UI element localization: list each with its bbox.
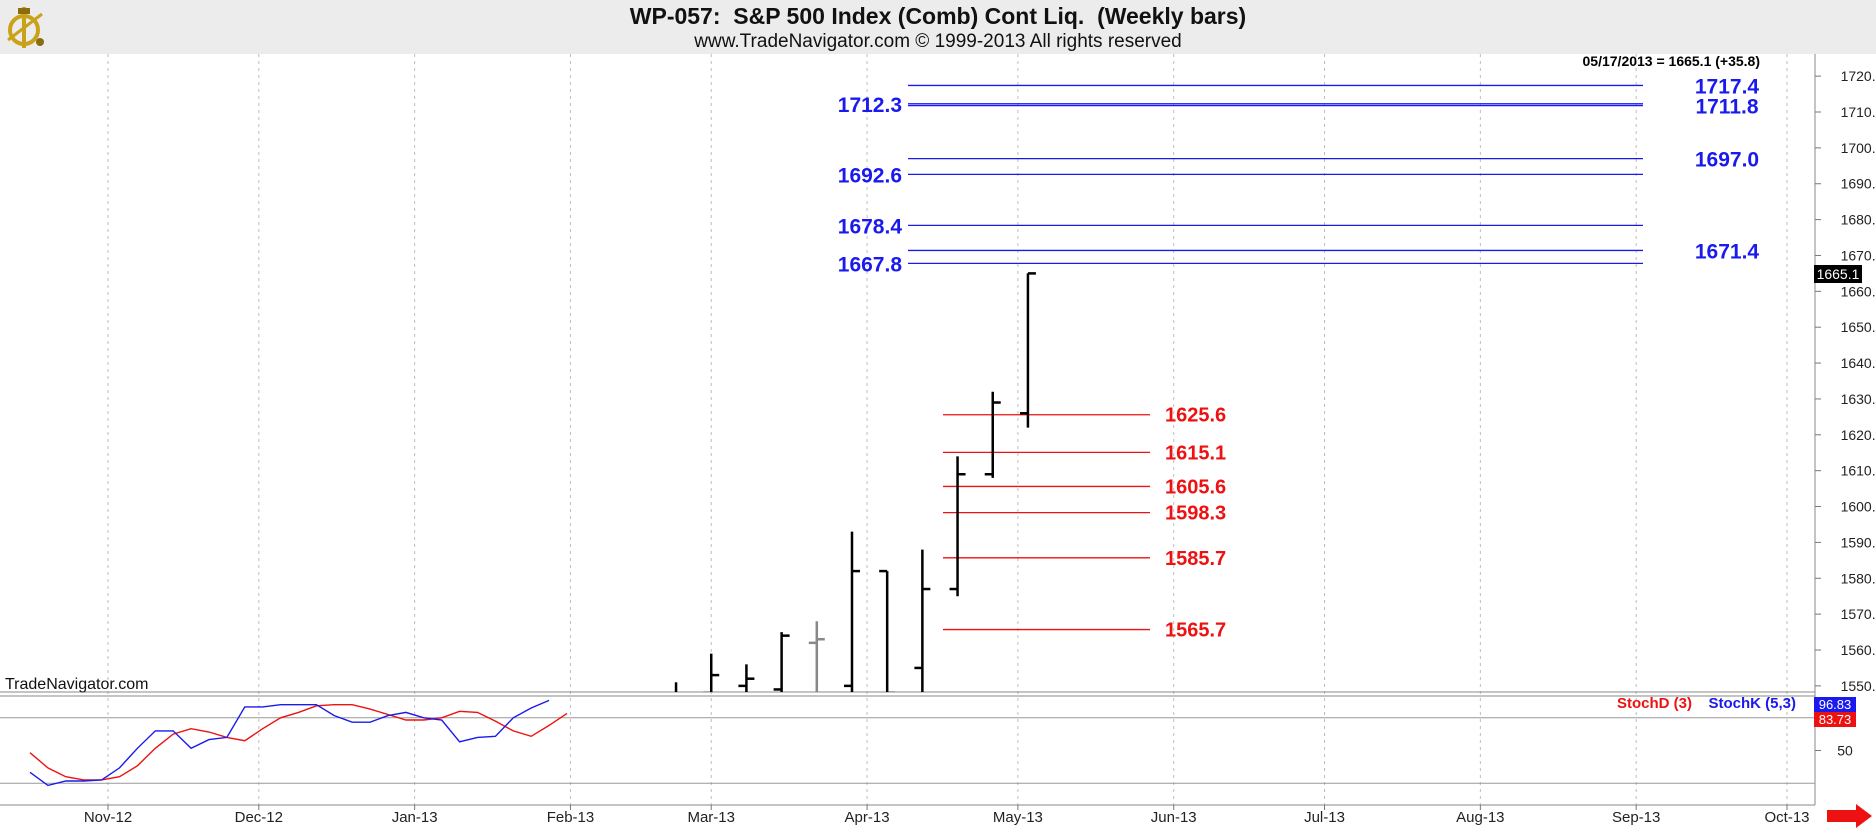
blue-level-label: 1717.4 — [1695, 75, 1760, 98]
y-tick-label: 1700.0 — [1841, 140, 1876, 156]
y-tick-label: 1570.0 — [1841, 606, 1876, 622]
sextant-logo-icon — [7, 7, 44, 48]
x-tick-label: Nov-12 — [84, 809, 132, 826]
stoch-d-tag-bg — [1814, 712, 1856, 727]
stoch-d-line — [29, 704, 568, 781]
blue-level-label: 1692.6 — [838, 164, 902, 187]
stoch-d-value-tag: 83.73 — [1814, 712, 1856, 727]
ohlc-bar — [808, 621, 825, 692]
ohlc-bar — [738, 664, 755, 692]
blue-level-label: 1711.8 — [1695, 96, 1758, 119]
ohlc-bar — [984, 391, 1001, 478]
blue-level-label: 1671.4 — [1695, 240, 1760, 263]
x-tick-label: Oct-13 — [1764, 809, 1809, 826]
legend-stoch-k: StochK (5,3) — [1708, 695, 1796, 712]
stoch-k-tag-bg — [1814, 697, 1856, 712]
y-tick-label: 1670.0 — [1841, 247, 1876, 263]
stoch-d-tag-label: 83.73 — [1819, 712, 1852, 727]
ohlc-bar — [674, 682, 678, 692]
x-tick-label: Jun-13 — [1151, 809, 1197, 826]
red-level-label: 1598.3 — [1165, 503, 1226, 525]
ohlc-bar — [773, 632, 790, 692]
x-tick-label: Jan-13 — [392, 809, 438, 826]
y-tick-label: 1560.0 — [1841, 642, 1876, 658]
y-tick-label: 1550.0 — [1841, 678, 1876, 694]
y-tick-label: 1690.0 — [1841, 176, 1876, 192]
chart-title: WP-057: S&P 500 Index (Comb) Cont Liq. (… — [629, 3, 1247, 29]
x-tick-label: Jul-13 — [1304, 809, 1345, 826]
axes: 1550.0 1560.0 1570.0 1580.0 1590.0 1600.0 1610… — [84, 68, 1876, 826]
stoch-y-tick-label: 50 — [1837, 743, 1853, 759]
price-tag-label: 1665.1 — [1817, 266, 1860, 282]
x-tick-label: Feb-13 — [547, 809, 595, 826]
price-tag: 1665.1 — [1814, 265, 1862, 283]
red-level-label: 1585.7 — [1165, 548, 1226, 570]
y-tick-label: 1720.0 — [1841, 68, 1876, 84]
grid-lines — [107, 54, 1788, 805]
x-tick-label: Apr-13 — [845, 809, 890, 826]
y-tick-label: 1660.0 — [1841, 283, 1876, 299]
chart-subtitle: www.TradeNavigator.com © 1999-2013 All r… — [694, 31, 1182, 52]
chart-header: WP-057: S&P 500 Index (Comb) Cont Liq. (… — [0, 0, 1876, 54]
y-tick-label: 1610.0 — [1841, 463, 1876, 479]
x-tick-label: Aug-13 — [1456, 809, 1504, 826]
ohlc-bar — [703, 653, 720, 692]
ohlc-bar — [949, 456, 966, 597]
y-tick-label: 1710.0 — [1841, 104, 1876, 120]
last-bar-info: 05/17/2013 = 1665.1 (+35.8) — [1583, 53, 1760, 69]
stoch-k-tag-label: 96.83 — [1819, 697, 1852, 712]
scroll-right-arrow-icon[interactable] — [1827, 804, 1872, 828]
blue-level-label: 1712.3 — [838, 94, 902, 117]
blue-level-label: 1678.4 — [838, 215, 903, 238]
x-tick-label: Dec-12 — [235, 809, 283, 826]
y-tick-label: 1680.0 — [1841, 212, 1876, 228]
stoch-k-value-tag: 96.83 — [1814, 697, 1856, 712]
ohlc-bars — [674, 272, 1036, 692]
ohlc-bar — [879, 569, 896, 692]
red-level-label: 1565.7 — [1165, 620, 1226, 642]
stoch-k-line — [29, 699, 550, 787]
red-level-label: 1615.1 — [1165, 442, 1226, 464]
legend-stoch-d: StochD (3) — [1617, 695, 1692, 712]
y-tick-label: 1630.0 — [1841, 391, 1876, 407]
panel-frames — [0, 54, 1816, 806]
y-tick-label: 1640.0 — [1841, 355, 1876, 371]
red-level-label: 1625.6 — [1165, 405, 1226, 427]
ohlc-bar — [1019, 272, 1036, 428]
y-tick-label: 1580.0 — [1841, 570, 1876, 586]
blue-level-label: 1697.0 — [1695, 149, 1759, 172]
watermark: TradeNavigator.com — [5, 676, 148, 693]
x-tick-label: Sep-13 — [1612, 809, 1660, 826]
red-level-label: 1605.6 — [1165, 476, 1226, 498]
y-tick-label: 1590.0 — [1841, 534, 1876, 550]
blue-level-label: 1667.8 — [838, 253, 903, 276]
y-tick-label: 1650.0 — [1841, 319, 1876, 335]
x-tick-label: May-13 — [993, 809, 1043, 826]
y-tick-label: 1600.0 — [1841, 499, 1876, 515]
x-tick-label: Mar-13 — [687, 809, 735, 826]
ohlc-bar — [843, 531, 860, 692]
y-tick-label: 1620.0 — [1841, 427, 1876, 443]
ohlc-bar — [914, 549, 931, 692]
